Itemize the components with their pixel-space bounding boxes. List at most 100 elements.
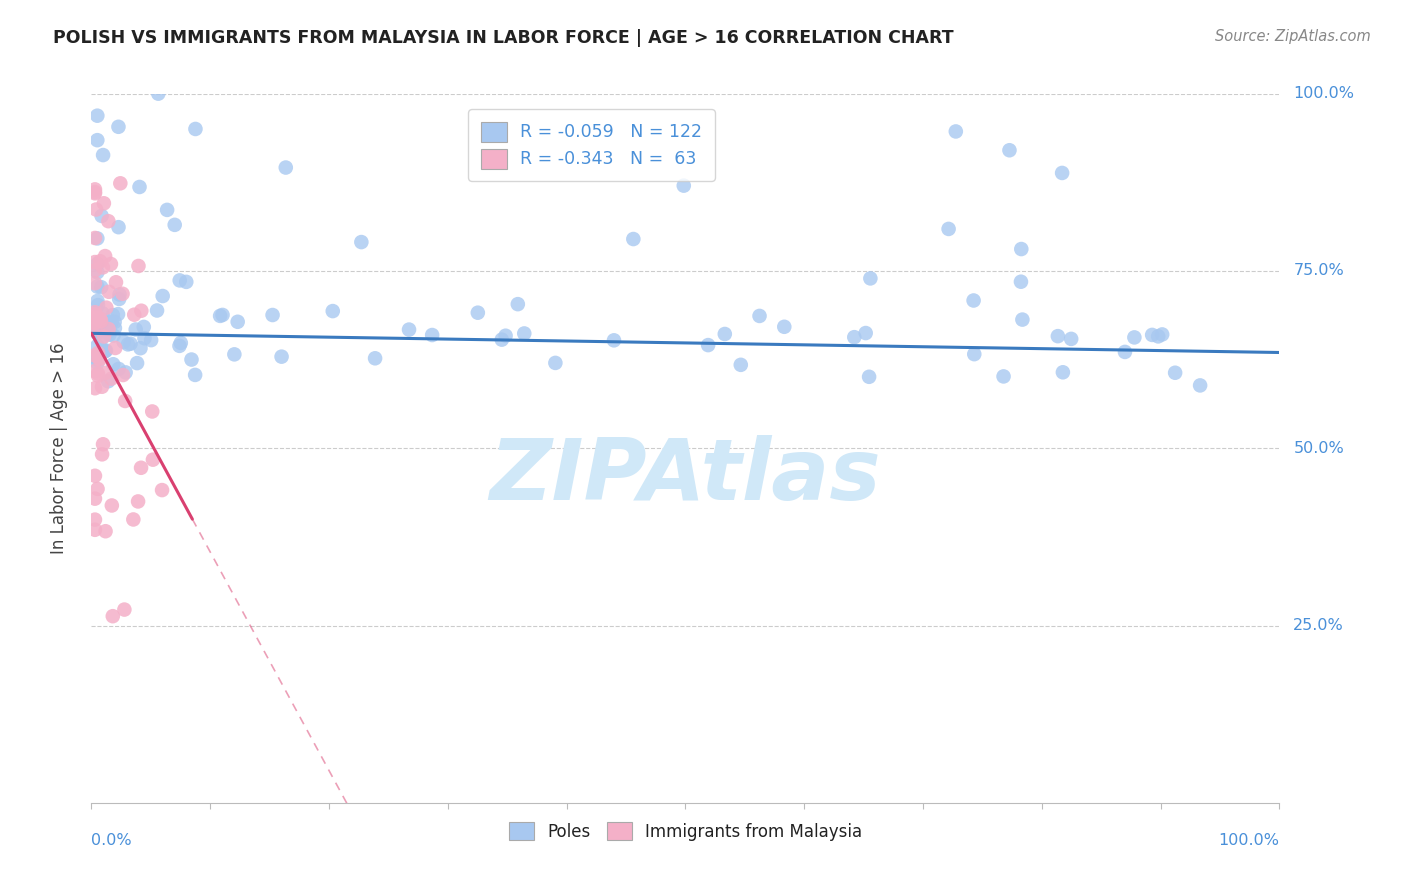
Point xyxy=(1152,327,1174,342)
Point xyxy=(87,346,110,360)
Point xyxy=(86,339,108,353)
Point xyxy=(101,499,124,513)
Point xyxy=(226,315,249,329)
Point xyxy=(86,279,108,293)
Point xyxy=(108,287,131,301)
Point xyxy=(86,257,108,271)
Point xyxy=(84,263,107,277)
Point xyxy=(134,331,156,345)
Point xyxy=(748,309,770,323)
Point xyxy=(86,109,108,123)
Point xyxy=(506,297,529,311)
Point xyxy=(89,352,111,367)
Point xyxy=(274,161,297,175)
Point xyxy=(86,319,108,334)
Point xyxy=(122,308,145,322)
Point xyxy=(963,347,986,361)
Point xyxy=(697,338,720,352)
Point xyxy=(127,259,149,273)
Point xyxy=(93,196,115,211)
Point xyxy=(938,222,960,236)
Point xyxy=(91,437,114,451)
Point xyxy=(672,178,695,193)
Text: 75.0%: 75.0% xyxy=(1294,263,1344,278)
Point xyxy=(211,308,233,322)
Point xyxy=(128,180,150,194)
Point xyxy=(89,312,111,326)
Point xyxy=(86,133,108,147)
Point xyxy=(1060,332,1083,346)
Point xyxy=(86,352,108,367)
Point xyxy=(84,305,107,319)
Point xyxy=(1046,329,1069,343)
Point xyxy=(91,320,114,334)
Point xyxy=(184,122,207,136)
Point xyxy=(103,328,125,343)
Point xyxy=(156,202,179,217)
Point xyxy=(87,319,110,334)
Point xyxy=(84,231,107,245)
Point xyxy=(141,404,163,418)
Point xyxy=(855,326,877,340)
Point xyxy=(100,257,122,271)
Point xyxy=(94,524,117,539)
Point xyxy=(131,303,153,318)
Point xyxy=(97,285,120,299)
Point xyxy=(96,301,118,315)
Point xyxy=(1189,378,1212,392)
Point xyxy=(1010,275,1032,289)
Point xyxy=(139,333,162,347)
Point xyxy=(84,186,107,201)
Point xyxy=(91,260,114,275)
Point xyxy=(104,341,127,355)
Point xyxy=(117,337,139,351)
Point xyxy=(998,143,1021,157)
Point xyxy=(90,320,112,334)
Point xyxy=(84,523,107,537)
Point xyxy=(148,87,170,101)
Text: ZIPAtlas: ZIPAtlas xyxy=(489,435,882,518)
Point xyxy=(993,369,1015,384)
Point xyxy=(84,202,107,217)
Point xyxy=(87,367,110,381)
Point xyxy=(1164,366,1187,380)
Point xyxy=(90,280,112,294)
Point xyxy=(129,341,152,355)
Text: POLISH VS IMMIGRANTS FROM MALAYSIA IN LABOR FORCE | AGE > 16 CORRELATION CHART: POLISH VS IMMIGRANTS FROM MALAYSIA IN LA… xyxy=(53,29,955,46)
Point xyxy=(86,482,108,496)
Point xyxy=(127,494,149,508)
Point xyxy=(184,368,207,382)
Point xyxy=(111,368,134,382)
Point xyxy=(107,307,129,321)
Point xyxy=(730,358,752,372)
Point xyxy=(86,293,108,308)
Point xyxy=(90,314,112,328)
Point xyxy=(1050,166,1073,180)
Point xyxy=(112,602,135,616)
Point xyxy=(467,306,489,320)
Text: 50.0%: 50.0% xyxy=(1294,441,1344,456)
Point xyxy=(90,331,112,345)
Point xyxy=(91,380,114,394)
Point xyxy=(84,311,107,326)
Point xyxy=(94,249,117,263)
Point xyxy=(87,368,110,383)
Point xyxy=(108,292,131,306)
Point xyxy=(93,329,115,343)
Point xyxy=(859,271,882,285)
Point xyxy=(129,460,152,475)
Point xyxy=(152,289,174,303)
Point xyxy=(91,306,114,320)
Point xyxy=(84,468,107,483)
Point xyxy=(104,315,127,329)
Point xyxy=(107,362,129,376)
Legend: Poles, Immigrants from Malaysia: Poles, Immigrants from Malaysia xyxy=(502,815,869,847)
Text: 100.0%: 100.0% xyxy=(1219,833,1279,848)
Point xyxy=(262,308,284,322)
Point xyxy=(86,322,108,336)
Point xyxy=(773,319,796,334)
Point xyxy=(603,334,626,348)
Point xyxy=(1010,242,1032,256)
Point xyxy=(84,255,107,269)
Point xyxy=(104,321,127,335)
